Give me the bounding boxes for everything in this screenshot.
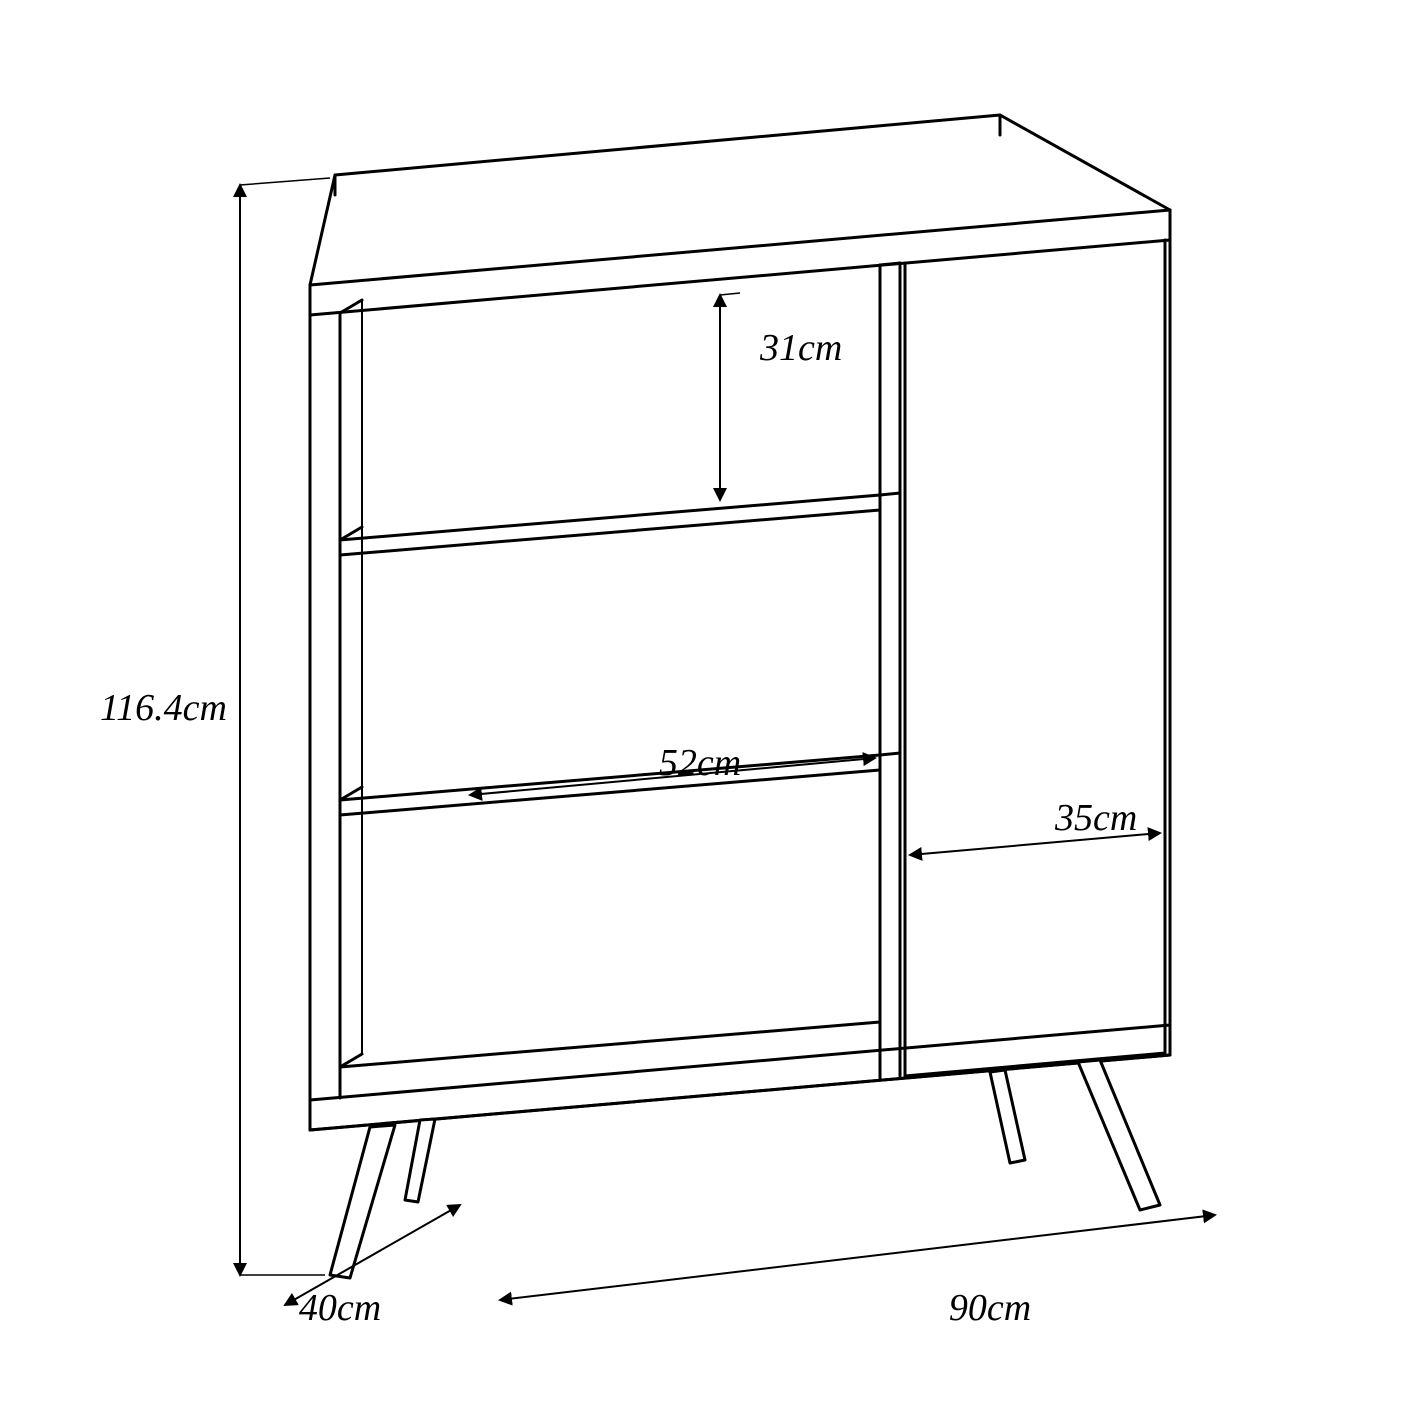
label-height: 116.4cm [100,687,227,729]
furniture-dimension-diagram: 116.4cm 40cm 90cm 31cm 52cm 35cm [0,0,1423,1423]
label-depth: 40cm [299,1287,381,1329]
label-shelf-width: 52cm [659,742,741,784]
cabinet-outline [310,115,1170,1278]
label-door-width: 35cm [1054,797,1137,839]
label-shelf-height: 31cm [759,327,842,369]
label-width: 90cm [949,1287,1031,1329]
dimension-labels: 116.4cm 40cm 90cm 31cm 52cm 35cm [100,327,1137,1329]
